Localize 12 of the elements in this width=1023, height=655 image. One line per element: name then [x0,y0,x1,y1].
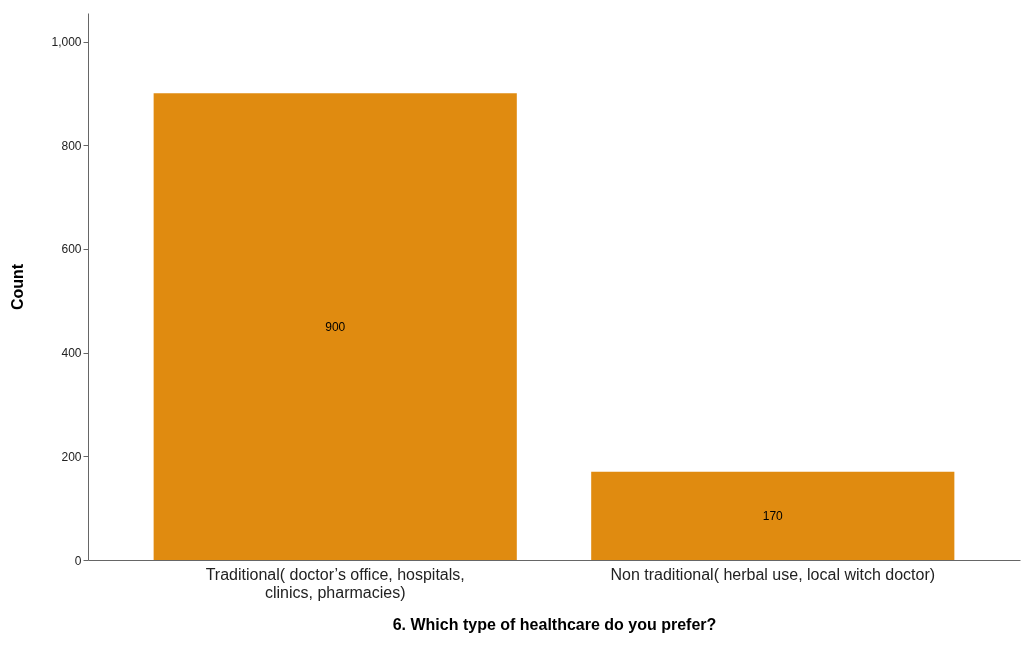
y-tick-label: 600 [61,242,82,257]
y-tick-label: 200 [61,449,82,464]
x-tick-label: Traditional( doctor’s office, hospitals, clinics, pharmacies) [205,565,465,601]
x-axis-title: 6. Which type of healthcare do you prefer? [392,615,717,633]
data-label: 900 [325,319,346,334]
data-label: 170 [762,508,784,523]
y-tick-label: 400 [61,346,82,361]
y-tick-label: 0 [74,553,82,568]
y-tick-label: 1,000 [51,35,82,50]
y-axis-title: Count [9,263,27,311]
y-tick-label: 800 [61,138,82,153]
x-tick-label: Non traditional( herbal use, local witch doctor) [610,565,936,583]
